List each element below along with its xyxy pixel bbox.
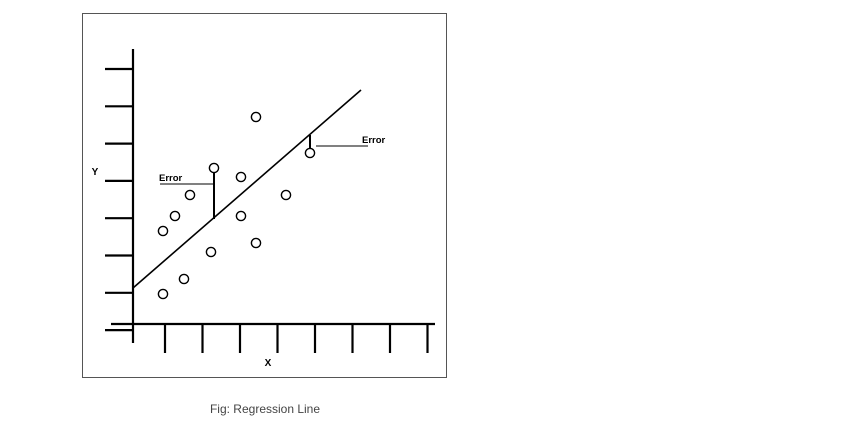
data-point-8: [235, 210, 247, 222]
data-point-4: [169, 210, 181, 222]
data-point-10: [250, 237, 262, 249]
data-point-11: [250, 111, 262, 123]
regression-line: [132, 89, 362, 289]
data-point-9: [235, 171, 247, 183]
regression-chart: Error Error Y X: [92, 49, 435, 369]
figure-caption: Fig: Regression Line: [209, 402, 321, 416]
error-label-1: Error: [159, 173, 183, 184]
data-point-2: [178, 273, 190, 285]
data-point-3: [157, 225, 169, 237]
data-point-5: [184, 189, 196, 201]
data-point-7: [208, 162, 220, 174]
data-point-6: [205, 246, 217, 258]
figure-frame: Error Error Y X: [82, 13, 447, 378]
x-axis-label: X: [265, 358, 272, 369]
data-point-1: [157, 288, 169, 300]
error-label-2: Error: [362, 135, 386, 146]
y-axis-label: Y: [92, 167, 99, 178]
data-point-12: [280, 189, 292, 201]
data-point-13: [304, 147, 316, 159]
